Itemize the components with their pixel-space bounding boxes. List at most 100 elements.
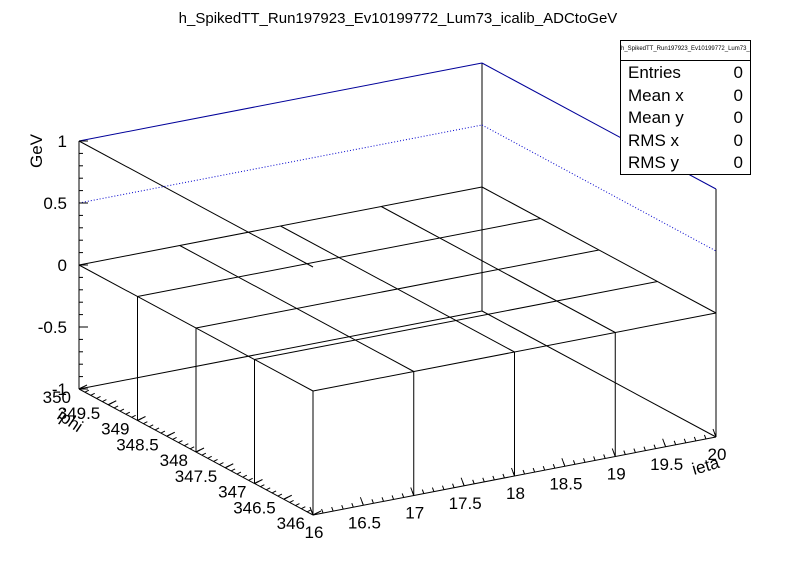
stats-box: h_SpikedTT_Run197923_Ev10199772_Lum73_ic… <box>620 40 751 175</box>
stats-value: 0 <box>733 131 743 150</box>
y-minor-tick <box>184 443 189 447</box>
stats-label: RMS y <box>628 153 679 172</box>
y-minor-tick <box>90 392 95 396</box>
y-minor-tick <box>119 408 125 412</box>
bar-top-edge <box>179 245 414 372</box>
y-minor-tick <box>84 389 90 393</box>
y-minor-tick <box>271 490 277 494</box>
x-minor-tick <box>703 434 707 440</box>
x-minor-tick <box>431 487 435 492</box>
y-minor-tick <box>254 481 259 484</box>
y-minor-tick <box>283 496 288 500</box>
z-tick-label: 1 <box>58 132 67 151</box>
stats-value: 0 <box>733 153 743 172</box>
y-minor-tick <box>265 487 271 491</box>
y-minor-tick <box>195 449 201 453</box>
y-minor-tick <box>230 468 236 472</box>
x-tick-label: 19 <box>607 465 626 484</box>
z-tick-label: 0 <box>58 256 67 275</box>
y-minor-tick <box>96 396 101 399</box>
grid-lines <box>78 124 717 252</box>
x-minor-tick <box>321 508 324 514</box>
x-minor-tick <box>512 471 515 477</box>
stats-row-rms-x: RMS x 0 <box>621 131 750 153</box>
y-minor-tick <box>277 493 283 497</box>
stats-label: Mean x <box>628 86 684 105</box>
x-tick-label: 16.5 <box>348 513 381 532</box>
z-tick-label: 0.5 <box>43 194 67 213</box>
y-minor-tick <box>166 433 171 437</box>
bar-top-edge <box>280 225 515 353</box>
x-minor-tick <box>542 465 546 471</box>
z-tick-label: -1 <box>52 380 67 399</box>
y-tick-label: 346.5 <box>233 498 276 517</box>
y-minor-tick <box>178 440 183 443</box>
y-tick-label: 349.5 <box>58 404 101 423</box>
x-minor-tick <box>683 438 687 444</box>
x-minor-tick <box>623 450 626 455</box>
y-minor-tick <box>289 499 294 503</box>
y-tick-label: 348.5 <box>116 435 159 454</box>
x-minor-tick <box>482 477 485 483</box>
y-minor-tick <box>312 512 318 516</box>
y-minor-tick <box>236 471 242 475</box>
x-minor-tick <box>613 452 616 457</box>
y-minor-tick <box>207 455 212 459</box>
back-wall-edge <box>481 310 717 438</box>
stats-label: Entries <box>628 63 681 82</box>
x-minor-tick <box>593 456 596 461</box>
y-minor-tick <box>213 459 218 462</box>
y-minor-tick <box>160 430 166 434</box>
x-tick-label: 18 <box>506 484 525 503</box>
x-minor-tick <box>421 489 425 494</box>
x-minor-tick <box>714 432 717 438</box>
x-minor-tick <box>673 440 677 445</box>
x-minor-tick <box>341 504 344 510</box>
x-tick-label: 16 <box>305 523 324 542</box>
x-tick-label: 17 <box>405 504 424 523</box>
x-minor-tick <box>502 473 505 479</box>
x-minor-tick <box>603 454 606 459</box>
x-minor-tick <box>442 485 445 490</box>
y-minor-tick <box>219 462 224 466</box>
grid-line <box>481 124 717 252</box>
x-minor-tick <box>492 475 495 481</box>
y-minor-tick <box>295 503 300 506</box>
y-tick-label: 348 <box>160 451 188 470</box>
z-axis-ticks: -1 -0.5 0 0.5 1 <box>38 132 88 399</box>
stats-label: Mean y <box>628 108 684 127</box>
x-minor-tick <box>351 503 354 508</box>
y-minor-tick <box>172 436 177 440</box>
y-tick-label: 346 <box>277 514 305 533</box>
x-minor-tick <box>552 464 556 469</box>
stats-row-mean-x: Mean x 0 <box>621 86 750 108</box>
x-tick-label: 20 <box>708 445 727 464</box>
x-minor-tick <box>371 499 374 504</box>
stats-row-mean-y: Mean y 0 <box>621 108 750 130</box>
y-minor-tick <box>242 474 248 478</box>
x-axis-title: ieta <box>690 453 722 479</box>
y-minor-tick <box>260 484 265 488</box>
back-wall-edge <box>78 310 483 390</box>
y-minor-tick <box>108 402 113 406</box>
chart-title: h_SpikedTT_Run197923_Ev10199772_Lum73_ic… <box>179 10 618 27</box>
x-minor-tick <box>653 444 657 449</box>
x-minor-tick <box>562 462 566 467</box>
x-minor-tick <box>401 493 405 498</box>
back-wall-edge <box>78 140 314 268</box>
y-minor-tick <box>102 399 107 403</box>
z-tick-label: -0.5 <box>38 318 67 337</box>
x-minor-tick <box>331 506 334 512</box>
grid-line <box>78 124 483 204</box>
x-minor-tick <box>391 495 395 500</box>
y-minor-tick <box>154 427 160 431</box>
x-minor-tick <box>532 467 536 473</box>
x-minor-tick <box>643 446 646 451</box>
y-minor-tick <box>131 414 136 418</box>
y-minor-tick <box>189 446 195 450</box>
x-minor-tick <box>663 442 667 447</box>
stats-row-entries: Entries 0 <box>621 63 750 85</box>
x-tick-label: 17.5 <box>449 494 482 513</box>
stats-value: 0 <box>733 63 743 82</box>
